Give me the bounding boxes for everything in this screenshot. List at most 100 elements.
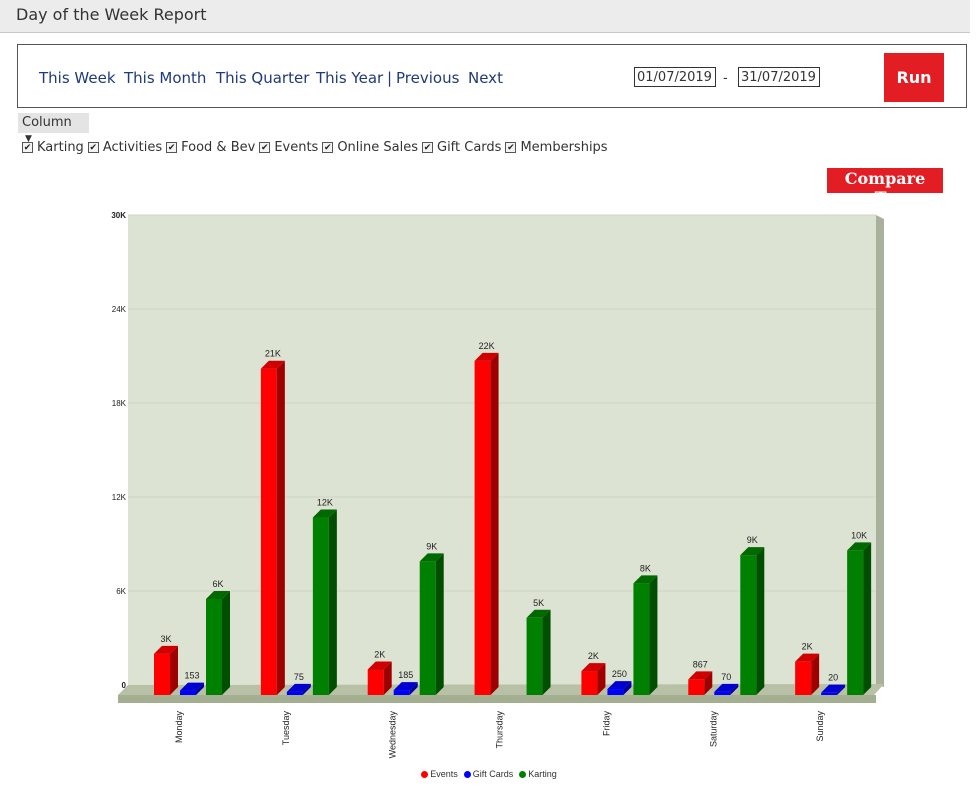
bar-gift-cards xyxy=(821,692,838,695)
filter-label: Online Sales xyxy=(337,140,418,155)
bar-events xyxy=(581,671,598,695)
filter-checkbox[interactable]: ✔ xyxy=(505,142,517,153)
bar-gift-cards xyxy=(286,691,303,695)
plot-floor xyxy=(118,684,884,695)
bar-top xyxy=(154,645,178,654)
end-date-input[interactable] xyxy=(738,67,820,87)
data-label: 75 xyxy=(294,672,304,682)
data-label: 2K xyxy=(374,650,385,660)
start-date-input[interactable] xyxy=(634,67,716,87)
y-tick-label: 18K xyxy=(112,399,127,408)
legend-dot-icon xyxy=(519,770,527,778)
bar-karting xyxy=(206,599,222,695)
bar-side xyxy=(730,683,739,695)
bar-side xyxy=(435,553,444,695)
bar-side xyxy=(196,682,204,695)
bar-gift-cards xyxy=(714,691,731,695)
data-label: 153 xyxy=(184,671,199,681)
y-tick-label: 6K xyxy=(116,587,126,596)
bar-top xyxy=(206,591,230,599)
bar-side xyxy=(649,575,658,695)
bar-top xyxy=(714,683,739,692)
x-tick-label: Saturday xyxy=(708,711,718,748)
bar-top xyxy=(740,547,765,556)
bar-top xyxy=(795,653,820,662)
x-tick-label: Tuesday xyxy=(281,711,291,746)
bar-karting xyxy=(312,517,329,695)
data-label: 867 xyxy=(693,659,708,669)
legend-item: Karting xyxy=(519,769,557,779)
legend-label: Gift Cards xyxy=(472,769,514,779)
bar-top xyxy=(474,352,499,361)
bar-events xyxy=(688,679,705,695)
x-tick-label: Sunday xyxy=(815,711,825,742)
data-label: 21K xyxy=(265,349,281,359)
data-label: 12K xyxy=(317,498,333,508)
this-year-link[interactable]: This Year xyxy=(316,69,384,87)
bar-top xyxy=(419,553,444,562)
bar-side xyxy=(302,683,311,695)
filter-activities[interactable]: ✔ Activities xyxy=(87,140,163,155)
filter-food-bev[interactable]: ✔ Food & Bev xyxy=(166,140,255,155)
bar-side xyxy=(276,360,285,695)
bar-side xyxy=(597,663,606,695)
bar-side xyxy=(837,684,846,695)
bar-top xyxy=(367,661,392,670)
chart-type-select[interactable]: Column ▼ xyxy=(18,113,89,144)
bar-side xyxy=(328,509,337,695)
bar-top xyxy=(581,663,606,672)
compare-to-button[interactable]: Compare To xyxy=(827,168,943,207)
filter-memberships[interactable]: ✔ Memberships xyxy=(505,140,608,155)
data-label: 8K xyxy=(640,563,651,573)
nav-separator: | xyxy=(387,69,393,87)
bar-top xyxy=(607,681,632,690)
bar-side xyxy=(170,645,178,695)
filter-label: Activities xyxy=(102,140,163,155)
bar-side xyxy=(704,671,713,695)
chart-type-value: Column xyxy=(22,115,72,130)
y-tick-label: 12K xyxy=(112,493,127,502)
this-week-link[interactable]: This Week xyxy=(39,69,116,87)
y-tick-label: 24K xyxy=(112,305,127,314)
bar-side xyxy=(863,542,872,695)
x-tick-label: Friday xyxy=(601,711,611,737)
filter-label: Events xyxy=(274,140,319,155)
bar-top xyxy=(821,684,846,693)
filter-online-sales[interactable]: ✔ Online Sales xyxy=(322,140,418,155)
filter-checkbox[interactable]: ✔ xyxy=(259,142,271,153)
title-bar: Day of the Week Report xyxy=(0,0,970,33)
this-quarter-link[interactable]: This Quarter xyxy=(216,69,310,87)
filter-checkbox[interactable]: ✔ xyxy=(166,142,178,153)
run-button[interactable]: Run xyxy=(884,53,944,102)
bar-side xyxy=(383,661,392,695)
bar-side xyxy=(490,352,499,695)
bar-top xyxy=(393,682,418,691)
bar-gift-cards xyxy=(607,689,624,695)
bar-top xyxy=(526,609,551,618)
filter-karting[interactable]: ✔ Karting xyxy=(22,140,84,155)
legend-item: Events xyxy=(421,769,458,779)
chevron-down-icon: ▼ xyxy=(25,134,32,144)
plot-floor-front xyxy=(118,695,876,703)
bar-side xyxy=(811,653,820,695)
date-separator: - xyxy=(723,69,728,85)
period-nav: This Week This Month This Quarter This Y… xyxy=(17,44,967,108)
filter-checkbox[interactable]: ✔ xyxy=(322,142,334,153)
previous-link[interactable]: Previous xyxy=(396,69,460,87)
bar-top xyxy=(312,509,337,518)
page-title: Day of the Week Report xyxy=(16,5,207,24)
next-link[interactable]: Next xyxy=(468,69,503,87)
filter-checkbox[interactable]: ✔ xyxy=(87,142,99,153)
bar-side xyxy=(222,591,230,695)
filter-label: Food & Bev xyxy=(181,140,256,155)
filter-events[interactable]: ✔ Events xyxy=(259,140,318,155)
legend-dot-icon xyxy=(421,770,429,778)
bar-side xyxy=(542,609,551,695)
x-tick-label: Thursday xyxy=(495,711,505,749)
this-month-link[interactable]: This Month xyxy=(124,69,207,87)
filter-gift-cards[interactable]: ✔ Gift Cards xyxy=(422,140,501,155)
filter-checkbox[interactable]: ✔ xyxy=(422,142,433,153)
bar-events xyxy=(795,661,812,695)
bar-side xyxy=(623,681,632,695)
filter-checkbox[interactable]: ✔ xyxy=(22,142,33,153)
